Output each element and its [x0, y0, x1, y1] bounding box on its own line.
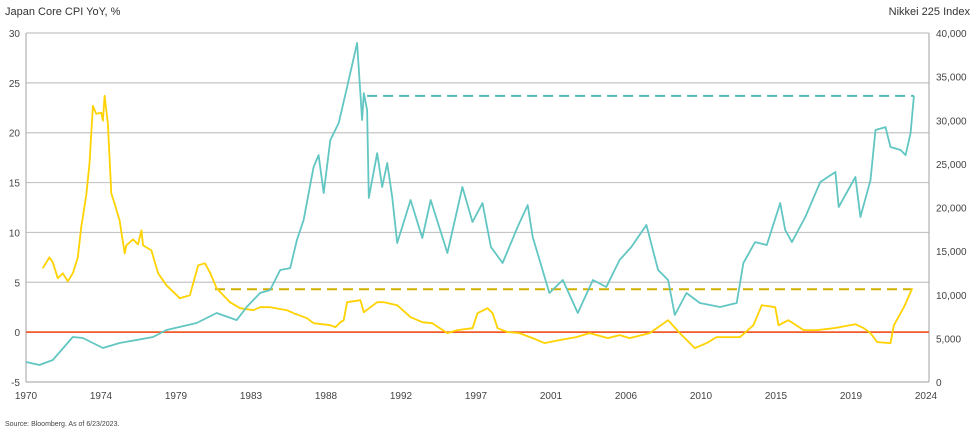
- left-tick-label: 0: [14, 328, 20, 339]
- left-tick-label: 5: [14, 278, 20, 289]
- x-tick-label: 1988: [315, 391, 338, 402]
- x-tick-label: 2010: [690, 391, 713, 402]
- left-axis-title: Japan Core CPI YoY, %: [5, 6, 121, 18]
- right-axis-title: Nikkei 225 Index: [889, 6, 971, 18]
- right-tick-label: 35,000: [936, 73, 967, 84]
- left-tick-label: 30: [9, 29, 21, 40]
- x-tick-label: 2015: [765, 391, 788, 402]
- right-tick-label: 5,000: [936, 334, 961, 345]
- x-tick-label: 1997: [465, 391, 488, 402]
- right-tick-label: 20,000: [936, 204, 967, 215]
- right-tick-label: 30,000: [936, 116, 967, 127]
- right-tick-label: 0: [936, 378, 942, 389]
- x-tick-label: 2006: [615, 391, 638, 402]
- left-tick-label: 25: [9, 79, 21, 90]
- left-tick-label: 10: [9, 228, 21, 239]
- cpi-series-line: [41, 94, 914, 349]
- right-tick-label: 25,000: [936, 160, 967, 171]
- x-tick-label: 1983: [240, 391, 263, 402]
- x-tick-label: 1970: [15, 391, 38, 402]
- x-tick-label: 1974: [90, 391, 113, 402]
- source-note: Source: Bloomberg. As of 6/23/2023.: [5, 421, 119, 428]
- x-tick-label: 2001: [540, 391, 563, 402]
- x-tick-label: 2019: [840, 391, 863, 402]
- x-tick-label: 1979: [165, 391, 188, 402]
- right-tick-label: 10,000: [936, 291, 967, 302]
- x-tick-label: 1992: [390, 391, 413, 402]
- left-tick-label: -5: [11, 378, 20, 389]
- right-tick-label: 40,000: [936, 29, 967, 40]
- left-tick-label: 20: [9, 129, 21, 140]
- nikkei-series-line: [25, 42, 915, 366]
- x-tick-label: 2024: [915, 391, 938, 402]
- left-tick-label: 15: [9, 179, 21, 190]
- right-tick-label: 15,000: [936, 247, 967, 258]
